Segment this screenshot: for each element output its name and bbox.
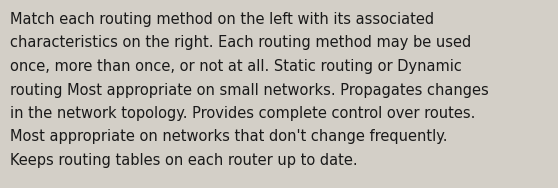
Text: characteristics on the right. Each routing method may be used: characteristics on the right. Each routi…	[10, 36, 472, 51]
Text: Match each routing method on the left with its associated: Match each routing method on the left wi…	[10, 12, 434, 27]
Text: in the network topology. Provides complete control over routes.: in the network topology. Provides comple…	[10, 106, 475, 121]
Text: Most appropriate on networks that don't change frequently.: Most appropriate on networks that don't …	[10, 130, 448, 145]
Text: routing Most appropriate on small networks. Propagates changes: routing Most appropriate on small networ…	[10, 83, 489, 98]
Text: Keeps routing tables on each router up to date.: Keeps routing tables on each router up t…	[10, 153, 358, 168]
Text: once, more than once, or not at all. Static routing or Dynamic: once, more than once, or not at all. Sta…	[10, 59, 462, 74]
